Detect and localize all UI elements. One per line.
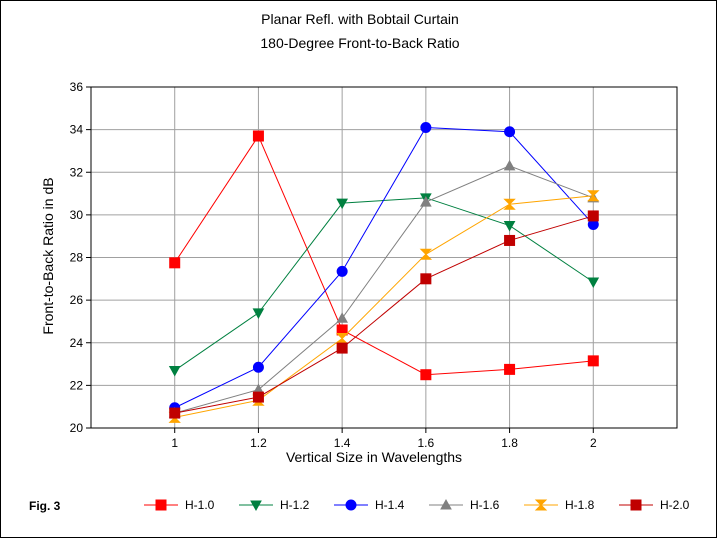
data-point [420, 273, 432, 285]
data-point [419, 248, 433, 260]
y-tick-label: 26 [70, 293, 84, 307]
legend-swatch-marker [534, 499, 548, 511]
series-line [174, 195, 594, 418]
y-tick-label: 32 [70, 165, 84, 179]
data-point [336, 312, 348, 323]
y-tick-label: 24 [70, 336, 84, 350]
data-point [420, 121, 432, 133]
x-tick-label: 1 [171, 436, 178, 450]
chart-subtitle: 180-Degree Front-to-Back Ratio [260, 35, 459, 51]
data-point [503, 159, 516, 171]
data-point [420, 369, 432, 381]
data-point [587, 355, 599, 367]
y-axis-label: Front-to-Back Ratio in dB [40, 177, 56, 334]
legend-swatch-marker [630, 499, 642, 511]
legend-label: H-1.8 [565, 498, 595, 512]
y-tick-label: 36 [70, 80, 84, 94]
data-point [504, 234, 516, 246]
legend-entry: H-1.4 [334, 498, 405, 512]
legend-label: H-1.4 [375, 498, 405, 512]
chart-title: Planar Refl. with Bobtail Curtain [261, 11, 459, 27]
series-line [174, 165, 594, 414]
data-point [169, 257, 181, 269]
y-tick-label: 30 [70, 208, 84, 222]
y-tick-label: 22 [70, 378, 84, 392]
x-tick-label: 2 [590, 436, 597, 450]
data-point [169, 407, 181, 419]
series-line [174, 134, 594, 376]
x-tick-label: 1.8 [501, 436, 518, 450]
legend: H-1.0 H-1.2 H-1.4 H-1.6 H-1.8 H-2.0 [144, 498, 690, 512]
legend-entry: H-1.0 [144, 498, 215, 512]
series-h-1.0 [169, 130, 599, 381]
series-h-1.2 [168, 193, 600, 377]
y-tick-label: 20 [70, 421, 84, 435]
legend-entry: H-1.6 [429, 498, 500, 512]
data-point [336, 265, 348, 277]
data-point [168, 365, 181, 377]
plot-area: 20 22 24 26 28 30 32 34 36 1 1.2 1.4 1.6 1.8 2 [70, 80, 678, 450]
data-point [504, 126, 516, 138]
data-point [252, 308, 265, 319]
x-tick-label: 1.2 [250, 436, 267, 450]
legend-label: H-1.0 [185, 498, 215, 512]
x-axis-label: Vertical Size in Wavelengths [286, 449, 462, 465]
legend-swatch-marker [345, 499, 357, 511]
legend-entry: H-1.2 [239, 498, 310, 512]
data-point [587, 277, 600, 289]
data-point [252, 361, 264, 373]
series-line [174, 215, 594, 414]
legend-label: H-1.6 [470, 498, 500, 512]
legend-entry: H-1.8 [524, 498, 595, 512]
series-h-2.0 [169, 210, 599, 419]
data-point [587, 210, 599, 222]
x-tick-label: 1.6 [418, 436, 435, 450]
data-point [503, 198, 516, 210]
figure-label: Fig. 3 [29, 499, 61, 513]
legend-label: H-2.0 [660, 498, 690, 512]
legend-label: H-1.2 [280, 498, 310, 512]
series-line [174, 197, 594, 371]
data-point [252, 130, 264, 142]
y-tick-label: 28 [70, 251, 84, 265]
legend-entry: H-2.0 [619, 498, 690, 512]
plot-border [90, 86, 678, 429]
data-point [420, 196, 432, 207]
y-tick-label: 34 [70, 123, 84, 137]
data-point [504, 363, 516, 375]
data-point [252, 391, 264, 403]
data-point [503, 221, 516, 232]
data-point [336, 198, 348, 210]
data-point [336, 342, 348, 354]
x-tick-label: 1.4 [334, 436, 351, 450]
legend-swatch-marker [250, 500, 262, 512]
series-line [174, 126, 594, 409]
legend-swatch-marker [155, 499, 167, 511]
data-point [587, 190, 600, 202]
legend-swatch-marker [440, 498, 452, 510]
